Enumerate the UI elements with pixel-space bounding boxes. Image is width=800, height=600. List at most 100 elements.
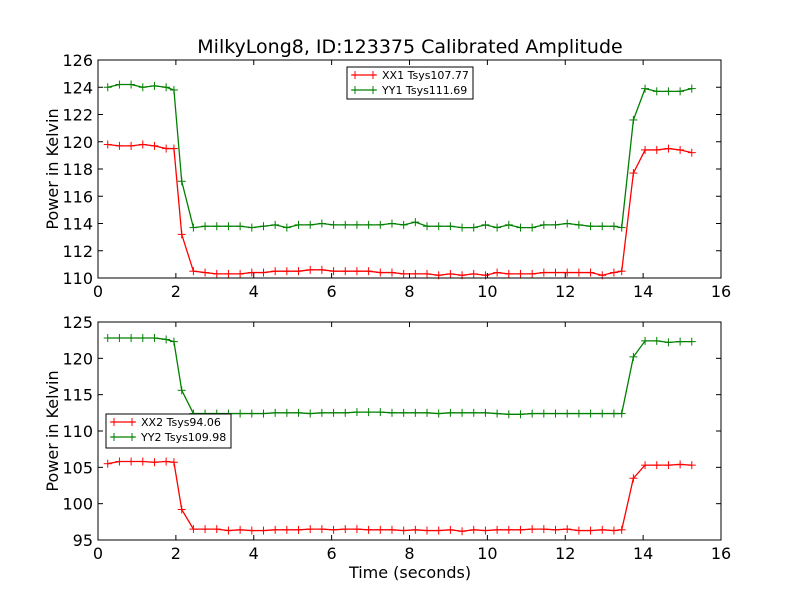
data-point: [528, 223, 537, 232]
data-point: [664, 144, 673, 153]
x-tick-label: 12: [555, 282, 575, 301]
data-point: [516, 223, 525, 232]
data-point: [687, 337, 696, 346]
data-point: [352, 220, 361, 229]
data-point: [212, 269, 221, 278]
series-line: [107, 143, 692, 276]
data-point: [236, 269, 245, 278]
data-point: [574, 526, 583, 535]
y-axis-label: Power in Kelvin: [43, 108, 62, 229]
data-point: [169, 144, 178, 153]
data-point: [150, 141, 159, 150]
data-point: [481, 408, 490, 417]
x-tick-label: 4: [249, 544, 259, 563]
series-yy1: [103, 80, 696, 232]
data-point: [563, 409, 572, 418]
data-point: [493, 268, 502, 277]
data-point: [641, 336, 650, 345]
y-tick-label: 112: [62, 242, 93, 261]
data-point: [115, 141, 124, 150]
y-tick-label: 124: [62, 78, 93, 97]
data-point: [177, 230, 186, 239]
legend-marker: [351, 71, 359, 79]
data-point: [294, 525, 303, 534]
series-xx1: [103, 140, 696, 280]
data-point: [282, 223, 291, 232]
data-point: [259, 222, 268, 231]
data-point: [352, 267, 361, 276]
legend-box: [105, 413, 232, 449]
data-point: [676, 87, 685, 96]
data-point: [586, 222, 595, 231]
data-point: [504, 410, 513, 419]
data-point: [115, 457, 124, 466]
data-point: [127, 80, 136, 89]
data-point: [676, 337, 685, 346]
series-line: [107, 460, 692, 532]
data-point: [551, 525, 560, 534]
data-point: [574, 268, 583, 277]
data-point: [617, 525, 626, 534]
x-tick-label: 16: [711, 544, 731, 563]
data-point: [504, 220, 513, 229]
data-point: [598, 525, 607, 534]
data-point: [150, 333, 159, 342]
data-point: [236, 525, 245, 534]
data-point: [469, 525, 478, 534]
data-point: [652, 461, 661, 470]
data-point: [434, 526, 443, 535]
data-point: [247, 268, 256, 277]
data-point: [247, 526, 256, 535]
legend-marker: [369, 71, 377, 79]
data-point: [189, 267, 198, 276]
data-point: [423, 408, 432, 417]
data-point: [551, 409, 560, 418]
data-point: [446, 269, 455, 278]
data-point: [364, 267, 373, 276]
data-point: [376, 220, 385, 229]
data-point: [629, 352, 638, 361]
data-point: [687, 461, 696, 470]
data-point: [652, 145, 661, 154]
data-point: [259, 526, 268, 535]
data-point: [138, 140, 147, 149]
data-point: [127, 141, 136, 150]
data-point: [539, 525, 548, 534]
data-point: [150, 81, 159, 90]
legend-marker: [128, 433, 136, 441]
x-tick-label: 16: [711, 282, 731, 301]
data-point: [446, 222, 455, 231]
data-point: [504, 269, 513, 278]
data-point: [271, 525, 280, 534]
data-point: [399, 408, 408, 417]
data-point: [609, 526, 618, 535]
data-point: [434, 222, 443, 231]
x-tick-label: 0: [93, 282, 103, 301]
data-point: [364, 525, 373, 534]
data-point: [629, 169, 638, 178]
data-point: [387, 525, 396, 534]
data-point: [617, 267, 626, 276]
data-point: [177, 505, 186, 514]
legend: XX2 Tsys94.06 YY2 Tsys109.98: [105, 413, 232, 449]
data-point: [469, 223, 478, 232]
data-point: [341, 525, 350, 534]
y-tick-label: 114: [62, 215, 93, 234]
data-point: [352, 408, 361, 417]
data-point: [598, 222, 607, 231]
data-point: [177, 177, 186, 186]
x-tick-label: 8: [404, 282, 414, 301]
y-tick-label: 122: [62, 106, 93, 125]
data-point: [189, 223, 198, 232]
data-point: [282, 408, 291, 417]
data-point: [103, 459, 112, 468]
data-point: [399, 269, 408, 278]
y-tick-label: 125: [62, 313, 93, 332]
data-point: [551, 220, 560, 229]
legend-marker: [110, 418, 118, 426]
data-point: [676, 460, 685, 469]
data-point: [586, 268, 595, 277]
data-point: [458, 223, 467, 232]
data-point: [629, 474, 638, 483]
